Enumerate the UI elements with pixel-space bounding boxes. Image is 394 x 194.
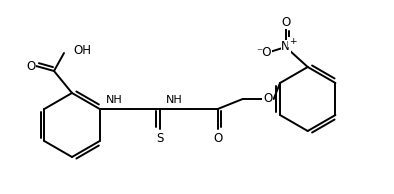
- Text: +: +: [289, 37, 296, 47]
- Text: O: O: [213, 132, 222, 145]
- Text: ⁻O: ⁻O: [256, 46, 271, 59]
- Text: NH: NH: [106, 95, 123, 105]
- Text: O: O: [281, 16, 290, 29]
- Text: O: O: [263, 93, 272, 106]
- Text: OH: OH: [73, 43, 91, 56]
- Text: O: O: [26, 61, 35, 74]
- Text: N: N: [281, 41, 290, 54]
- Text: NH: NH: [166, 95, 183, 105]
- Text: S: S: [156, 132, 164, 145]
